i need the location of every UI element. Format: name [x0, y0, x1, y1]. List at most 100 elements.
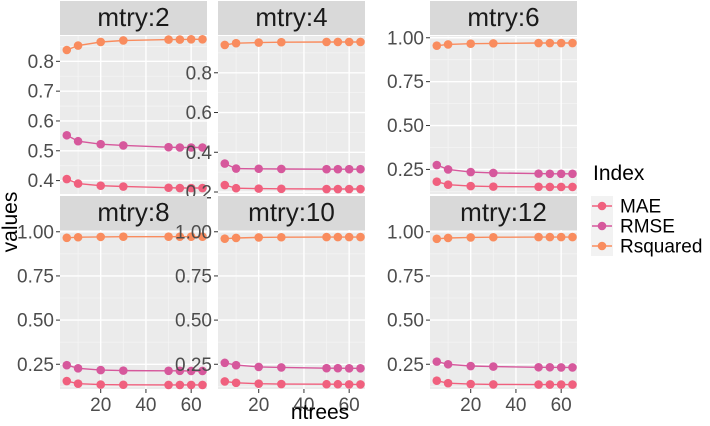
data-point-mae — [322, 379, 331, 389]
data-point-rmse — [322, 164, 331, 174]
panel-background — [218, 36, 365, 194]
data-point-rsquared — [568, 232, 577, 242]
data-point-rmse — [96, 139, 106, 149]
data-point-rsquared — [62, 233, 72, 243]
panel-background — [430, 36, 577, 194]
data-point-rsquared — [96, 37, 106, 47]
panel-background — [60, 230, 207, 389]
data-point-rmse — [231, 360, 241, 370]
data-point-rmse — [344, 164, 354, 174]
data-point-rmse — [220, 159, 230, 168]
legend-key-point — [597, 241, 607, 251]
y-tick-label: 0.25 — [387, 160, 424, 181]
data-point-rsquared — [432, 234, 442, 244]
x-tick-label: 20 — [460, 395, 481, 416]
data-point-mae — [432, 376, 442, 385]
y-tick-label: 0.50 — [387, 311, 424, 332]
data-point-rmse — [186, 366, 196, 376]
data-point-rsquared — [322, 37, 331, 47]
data-point-rsquared — [322, 232, 331, 242]
facet-title: mtry:12 — [460, 197, 547, 227]
data-point-rmse — [322, 363, 331, 373]
data-point-mae — [466, 181, 476, 191]
data-point-rmse — [277, 363, 286, 372]
facet-title: mtry:4 — [255, 2, 327, 32]
legend-key-point — [597, 221, 607, 231]
facet-panels: mtry:20.40.50.60.70.8mtry:40.20.40.60.8m… — [17, 1, 577, 416]
data-point-rmse — [277, 164, 286, 174]
data-point-rsquared — [466, 39, 476, 49]
data-point-rmse — [198, 143, 207, 152]
data-point-rsquared — [164, 35, 173, 44]
data-point-rsquared — [556, 38, 566, 48]
data-point-rsquared — [73, 41, 83, 50]
x-tick-label: 40 — [135, 395, 156, 416]
legend-key-point — [597, 201, 607, 211]
y-tick-label: 1.00 — [175, 222, 212, 243]
data-point-mae — [254, 184, 264, 193]
x-tick-label: 40 — [293, 395, 314, 416]
data-point-rsquared — [164, 232, 173, 242]
data-point-mae — [489, 380, 498, 389]
panel-background — [60, 36, 207, 194]
data-point-rsquared — [344, 37, 354, 47]
data-point-rsquared — [198, 34, 207, 44]
data-point-rmse — [254, 362, 264, 372]
data-point-rmse — [164, 142, 173, 152]
data-point-rmse — [333, 363, 343, 373]
data-point-mae — [175, 183, 185, 193]
data-point-rmse — [545, 362, 555, 372]
data-point-mae — [96, 380, 106, 389]
data-point-rsquared — [254, 38, 264, 47]
data-point-rmse — [356, 364, 365, 373]
data-point-mae — [534, 182, 543, 192]
facet-panel: mtry:8 0.25 0.50 0.75 1.00 20 40 60 — [17, 196, 207, 416]
data-point-mae — [186, 380, 196, 390]
data-point-rmse — [466, 167, 476, 177]
data-point-rmse — [119, 141, 128, 150]
data-point-rmse — [333, 164, 343, 174]
data-point-rmse — [568, 363, 577, 372]
data-point-rsquared — [62, 45, 72, 55]
data-point-rmse — [432, 357, 442, 366]
y-tick-label: 1.00 — [387, 28, 424, 49]
x-tick-label: 60 — [181, 395, 202, 416]
data-point-rsquared — [231, 233, 241, 243]
data-point-mae — [231, 183, 241, 193]
data-point-rsquared — [344, 232, 354, 242]
data-point-rsquared — [186, 232, 196, 242]
data-point-mae — [556, 182, 566, 192]
facet-strip — [218, 196, 365, 230]
data-point-mae — [198, 183, 207, 193]
data-point-rsquared — [277, 232, 286, 242]
data-point-rsquared — [220, 40, 230, 50]
facet-strip — [60, 196, 207, 230]
data-point-rmse — [443, 359, 453, 369]
data-point-mae — [73, 179, 83, 188]
legend-label: MAE — [620, 197, 661, 218]
y-tick-label: 0.25 — [175, 355, 212, 376]
y-tick-label: 0.75 — [387, 266, 424, 287]
y-tick-label: 1.00 — [387, 222, 424, 243]
panel-background — [218, 230, 365, 389]
data-point-rmse — [62, 130, 72, 140]
data-point-rmse — [356, 164, 365, 174]
data-point-rsquared — [556, 232, 566, 242]
panel-background — [430, 230, 577, 389]
data-point-rsquared — [489, 39, 498, 48]
data-point-mae — [186, 183, 196, 193]
data-point-rmse — [96, 365, 106, 375]
data-point-mae — [175, 380, 185, 390]
y-tick-label: 0.6 — [28, 111, 54, 132]
data-point-rmse — [164, 366, 173, 376]
data-point-rmse — [254, 164, 264, 174]
y-tick-label: 0.8 — [186, 63, 212, 84]
y-tick-label: 0.4 — [186, 143, 213, 164]
data-point-rsquared — [277, 37, 286, 47]
data-point-mae — [568, 182, 577, 192]
data-point-rsquared — [545, 38, 555, 48]
facet-title: mtry:10 — [248, 197, 335, 227]
data-point-mae — [322, 184, 331, 194]
